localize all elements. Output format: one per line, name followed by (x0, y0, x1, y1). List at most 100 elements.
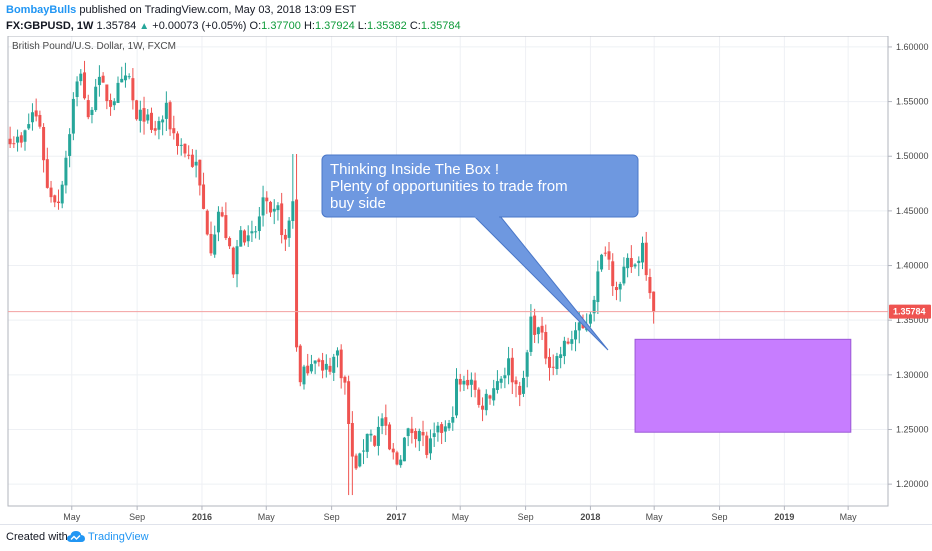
candle-body (187, 154, 191, 156)
candle-body (399, 459, 403, 466)
candle-body (644, 242, 648, 276)
candle-body (283, 234, 287, 240)
callout-joint (475, 214, 499, 218)
x-tick-label: 2017 (386, 512, 406, 522)
candle-body (544, 332, 548, 359)
candle-body (250, 231, 254, 234)
candle-body (328, 365, 332, 372)
candle-body (350, 423, 354, 457)
candle-body (257, 216, 261, 232)
candle-body (272, 208, 276, 212)
price-axis[interactable]: 1.20000 1.25000 1.30000 1.35000 1.40000 1.450… (888, 42, 931, 489)
x-tick-label: Sep (712, 512, 728, 522)
candle-body (618, 283, 622, 290)
candle-body (388, 424, 392, 450)
tradingview-brand[interactable]: TradingView (88, 531, 149, 543)
change-value: +0.00073 (+0.05%) (152, 20, 247, 32)
candle-body (239, 230, 243, 247)
candle-body (525, 352, 529, 377)
candle-body (164, 102, 168, 119)
candle-body (131, 78, 135, 101)
candle-body (149, 112, 153, 130)
candle-body (8, 138, 12, 145)
high-value: 1.37924 (314, 20, 355, 32)
candle-body (533, 315, 537, 335)
candle-body (343, 376, 347, 383)
candle-body (555, 356, 559, 370)
price-chart[interactable]: British Pound/U.S. Dollar, 1W, FXCM Thin… (0, 36, 932, 524)
x-tick-label: May (646, 512, 664, 522)
candle-body (168, 102, 172, 130)
candle-body (309, 364, 313, 372)
footer: Created with TradingView (0, 524, 932, 551)
open-label: O: (249, 20, 262, 32)
candle-body (362, 450, 366, 452)
candle-body (56, 201, 60, 204)
candle-body (551, 366, 555, 368)
candle-body (477, 389, 481, 405)
candle-body (373, 435, 377, 446)
current-price-tag-label: 1.35784 (893, 307, 926, 317)
candle-body (540, 325, 544, 333)
candle-body (481, 405, 485, 410)
candle-body (488, 395, 492, 399)
candle-body (235, 246, 239, 275)
callout-text-line: Plenty of opportunities to trade from (330, 178, 568, 195)
candle-body (49, 187, 53, 198)
current-price-tag (889, 304, 931, 319)
candle-body (547, 356, 551, 368)
author-link[interactable]: BombayBulls (6, 4, 77, 16)
x-tick-label: May (840, 512, 858, 522)
candle-body (473, 380, 477, 390)
last-price: 1.35784 (96, 20, 137, 32)
candle-body (354, 455, 358, 469)
candle-body (358, 453, 362, 467)
ohlc-line: FX:GBPUSD, 1W 1.35784 ▲ +0.00073 (+0.05%… (6, 20, 461, 32)
candle-body (265, 197, 269, 202)
open-value: 1.37700 (261, 20, 301, 32)
time-axis[interactable]: May Sep 2016 May Sep 2017 May Sep 2018 May Sep 2019… (63, 506, 857, 522)
chart-header: BombayBulls published on TradingView.com… (0, 0, 932, 36)
x-tick-label: May (258, 512, 276, 522)
candle-body (566, 341, 570, 344)
candle-body (443, 426, 447, 432)
candle-body (123, 75, 127, 81)
candle-body (603, 252, 607, 254)
candle-body (183, 143, 187, 154)
candle-body (648, 277, 652, 294)
x-tick-label: Sep (129, 512, 145, 522)
candle-body (146, 114, 150, 121)
candle-body (313, 360, 317, 364)
candle-body (492, 388, 496, 401)
candle-body (469, 379, 473, 385)
y-tick-label: 1.35000 (896, 315, 929, 325)
candle-body (231, 247, 235, 275)
symbol-label: FX:GBPUSD, 1W (6, 20, 94, 32)
candle-body (562, 340, 566, 357)
candle-body (514, 380, 518, 385)
candle-body (127, 76, 131, 78)
candle-body (120, 78, 124, 83)
candle-body (376, 426, 380, 446)
candle-body (588, 314, 592, 324)
candle-body (317, 359, 321, 363)
candle-body (347, 381, 351, 425)
candle-body (559, 354, 563, 359)
candle-body (484, 393, 488, 411)
candle-body (79, 73, 83, 82)
candle-body (324, 363, 328, 370)
candle-body (205, 210, 209, 235)
candle-body (499, 378, 503, 383)
candle-body (90, 109, 94, 115)
y-tick-label: 1.25000 (896, 424, 929, 434)
candle-body (339, 349, 343, 379)
candle-body (369, 433, 373, 436)
candle-body (529, 316, 533, 352)
created-with-text: Created with (6, 531, 68, 543)
candle-body (172, 128, 176, 134)
candle-body (209, 233, 213, 254)
candle-body (436, 425, 440, 433)
candle-body (295, 199, 299, 348)
candle-body (176, 133, 180, 146)
candle-body (447, 423, 451, 429)
